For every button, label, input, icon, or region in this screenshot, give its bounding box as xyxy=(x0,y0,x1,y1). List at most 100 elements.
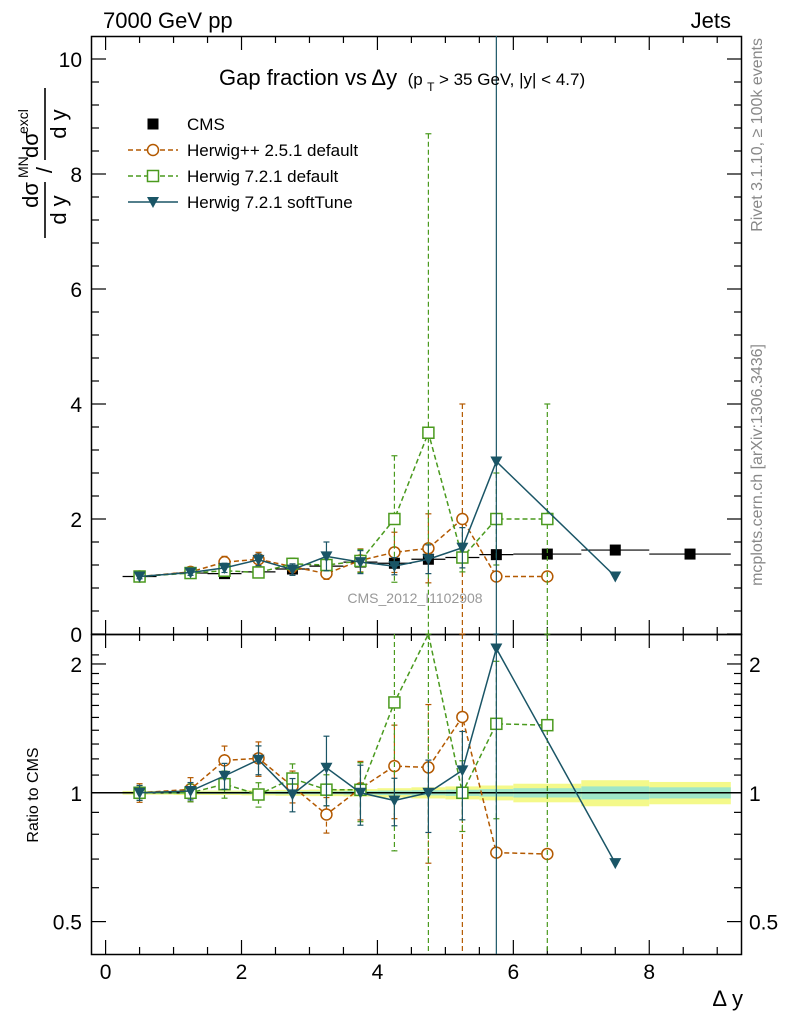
x-tick-label: 8 xyxy=(643,961,655,984)
ratio-point xyxy=(286,789,299,801)
data-point xyxy=(354,557,367,569)
y-tick-label: 6 xyxy=(70,279,82,302)
y-label-superscript-1: MN xyxy=(15,156,31,178)
data-point xyxy=(184,567,197,579)
ratio-y-tick-label-left: 1 xyxy=(70,783,82,806)
legend-marker xyxy=(147,197,159,208)
data-point xyxy=(541,548,553,560)
legend-label: Herwig++ 2.5.1 default xyxy=(187,141,358,160)
ratio-series-line xyxy=(139,715,548,855)
legend-marker xyxy=(146,143,160,157)
ratio-point xyxy=(252,754,265,766)
title-main: Gap fraction vs xyxy=(219,65,367,90)
y-tick-label: 0 xyxy=(70,624,82,647)
ratio-point xyxy=(252,788,265,801)
ratio-series-group xyxy=(133,631,622,954)
y-label-denominator-2: d y xyxy=(46,109,71,138)
series-line xyxy=(139,460,616,578)
data-point xyxy=(320,551,333,563)
ratio-point xyxy=(609,858,622,870)
data-point xyxy=(490,456,503,468)
ratio-point xyxy=(388,795,401,807)
legend-entry: Herwig 7.2.1 softTune xyxy=(128,193,353,212)
data-point xyxy=(286,564,299,576)
y-label-separator: / xyxy=(32,166,57,173)
x-tick-label: 0 xyxy=(100,961,112,984)
legend-label: CMS xyxy=(187,115,225,134)
ratio-point xyxy=(218,770,231,782)
main-series-herwig-7-2-1-softtune xyxy=(133,36,622,635)
data-point xyxy=(422,554,435,566)
legend-entry: CMS xyxy=(147,115,225,134)
ratio-series-line xyxy=(139,646,616,864)
data-point xyxy=(456,512,469,526)
title-paren-open: (p xyxy=(408,70,423,89)
x-tick-label: 2 xyxy=(236,961,248,984)
y-label-numerator-2: dσ xyxy=(18,132,43,158)
series-line xyxy=(139,430,548,578)
ratio-y-tick-label-left: 0.5 xyxy=(53,912,82,935)
data-point xyxy=(609,571,622,583)
ratio-point xyxy=(422,787,435,799)
legend-marker xyxy=(147,118,159,130)
analysis-watermark: CMS_2012_I1102908 xyxy=(347,590,482,606)
data-point xyxy=(133,571,146,583)
ratio-series-herwig-7-2-1-softtune xyxy=(133,634,622,954)
x-tick-label: 6 xyxy=(507,961,519,984)
data-point xyxy=(388,512,401,526)
series-line xyxy=(139,517,548,578)
legend-label: Herwig 7.2.1 default xyxy=(187,167,338,186)
ratio-point xyxy=(456,710,469,724)
ratio-point xyxy=(320,808,333,821)
data-point xyxy=(422,426,435,439)
legend-marker xyxy=(146,169,160,183)
ratio-y-tick-label-left: 2 xyxy=(70,654,82,677)
y-label-numerator-1: dσ xyxy=(18,182,43,208)
header-process-label: Jets xyxy=(691,8,731,33)
header-energy-label: 7000 GeV pp xyxy=(103,8,233,33)
ratio-point xyxy=(354,787,367,799)
ratio-point xyxy=(184,786,197,798)
data-point xyxy=(684,548,696,560)
y-tick-label: 4 xyxy=(70,394,82,417)
ratio-panel-frame xyxy=(90,633,743,956)
mcplots-label: mcplots.cern.ch [arXiv:1306.3436] xyxy=(749,344,766,586)
ratio-y-axis-label: Ratio to CMS xyxy=(25,747,42,842)
x-axis-label: Δ y xyxy=(712,986,743,1011)
y-axis-label: dσ MN d y / dσ excl d y xyxy=(15,88,71,238)
ratio-point xyxy=(320,762,333,774)
data-point xyxy=(388,561,401,573)
ratio-point xyxy=(456,765,469,777)
x-tick-label: 4 xyxy=(372,961,384,984)
legend-label: Herwig 7.2.1 softTune xyxy=(187,193,353,212)
data-point xyxy=(218,562,231,574)
rivet-version-label: Rivet 3.1.10, ≥ 100k events xyxy=(749,38,766,232)
ratio-series-line xyxy=(139,631,548,796)
legend-entry: Herwig++ 2.5.1 default xyxy=(128,141,358,160)
legend-entry: Herwig 7.2.1 default xyxy=(128,167,338,186)
ratio-y-tick-label-right: 2 xyxy=(749,654,761,677)
main-series-group xyxy=(122,36,731,635)
ratio-y-tick-label-right: 0.5 xyxy=(749,912,778,935)
main-series-herwig-2-5-1-default xyxy=(133,403,554,635)
title-subscript: T xyxy=(427,80,435,94)
legend: CMS Herwig++ 2.5.1 default Herwig 7.2.1 de… xyxy=(128,115,358,212)
data-point xyxy=(541,512,554,526)
ratio-point xyxy=(490,643,503,655)
y-tick-label: 10 xyxy=(59,49,82,72)
y-tick-label: 2 xyxy=(70,509,82,532)
chart-title: Gap fraction vs Δy (p T > 35 GeV, |y| < … xyxy=(219,65,585,95)
y-label-denominator-1: d y xyxy=(46,195,71,224)
y-label-superscript-2: excl xyxy=(15,109,31,134)
ratio-point xyxy=(388,696,401,709)
ratio-y-tick-label-right: 1 xyxy=(749,783,761,806)
title-paren-rest: > 35 GeV, |y| < 4.7) xyxy=(439,70,585,89)
data-point xyxy=(609,544,621,556)
data-point xyxy=(456,542,469,554)
data-point xyxy=(252,566,265,579)
ratio-point xyxy=(541,718,554,732)
title-delta: Δy xyxy=(371,65,397,90)
data-point xyxy=(252,554,265,566)
axes-group: 0 2 4 6 8 0 2 4 6 8 10 0.5 0.5 1 1 2 2 xyxy=(53,36,778,984)
